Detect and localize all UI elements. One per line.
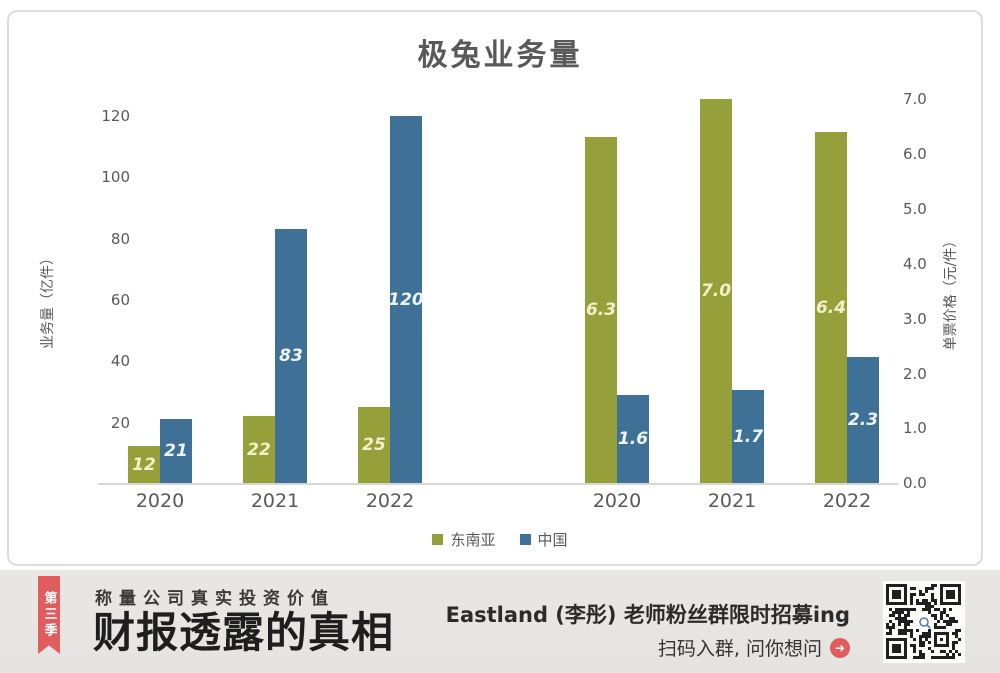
left-axis-tick: 80 bbox=[110, 230, 130, 248]
legend-label-东南亚: 东南亚 bbox=[450, 531, 496, 549]
chart-title: 极兔业务量 bbox=[417, 38, 583, 73]
x-axis-label-业务量-2022: 2022 bbox=[365, 490, 415, 512]
x-axis-label-单票价格-2021: 2021 bbox=[707, 490, 757, 512]
banner-cta: 扫码入群, 问你想问 ➜ bbox=[658, 634, 850, 661]
bar-label-东南亚-2021: 22 bbox=[247, 439, 271, 460]
bar-东南亚-2021 bbox=[243, 416, 275, 483]
left-axis-tick: 20 bbox=[110, 414, 130, 432]
right-axis-tick: 4.0 bbox=[903, 255, 927, 273]
bar-label-东南亚-2022: 25 bbox=[362, 435, 386, 455]
bar-label-中国-2022: 2.3 bbox=[847, 410, 879, 430]
legend-swatch-东南亚 bbox=[432, 534, 444, 545]
bar-东南亚-2021 bbox=[700, 99, 732, 483]
right-axis-tick: 7.0 bbox=[903, 90, 927, 108]
banner-promo-title: Eastland (李彤) 老师粉丝群限时招募ing bbox=[445, 603, 850, 627]
x-axis-label-单票价格-2022: 2022 bbox=[822, 490, 872, 512]
bar-东南亚-2020 bbox=[128, 446, 160, 483]
left-axis-tick: 100 bbox=[101, 168, 130, 186]
qr-code bbox=[883, 581, 965, 663]
bar-中国-2022 bbox=[847, 357, 879, 483]
bar-label-中国-2022: 120 bbox=[388, 289, 424, 310]
bar-label-东南亚-2020: 6.3 bbox=[585, 300, 617, 320]
bar-中国-2021 bbox=[732, 390, 764, 483]
legend-swatch-中国 bbox=[519, 534, 531, 545]
promo-banner: 第三季 称量公司真实投资价值 财报透露的真相 Eastland (李彤) 老师粉… bbox=[0, 570, 1000, 673]
bar-label-中国-2020: 1.6 bbox=[617, 429, 649, 449]
right-axis-tick: 3.0 bbox=[903, 310, 927, 328]
banner-cta-label: 扫码入群, 问你想问 bbox=[657, 638, 822, 660]
bar-label-东南亚-2022: 6.4 bbox=[815, 297, 847, 318]
legend-label-中国: 中国 bbox=[537, 531, 568, 549]
bar-label-中国-2021: 1.7 bbox=[732, 426, 764, 447]
bar-中国-2020 bbox=[617, 395, 649, 483]
right-axis-tick: 2.0 bbox=[903, 365, 927, 383]
banner-brand-title: 财报透露的真相 bbox=[93, 608, 395, 657]
banner-tagline: 称量公司真实投资价值 bbox=[95, 589, 335, 609]
legend-item-东南亚: 东南亚 bbox=[432, 529, 496, 550]
bar-东南亚-2022 bbox=[358, 407, 390, 483]
legend-item-中国: 中国 bbox=[519, 529, 568, 550]
x-axis-label-业务量-2021: 2021 bbox=[250, 490, 300, 512]
left-axis-tick: 60 bbox=[110, 291, 130, 309]
left-axis-title: 业务量（亿件） bbox=[40, 251, 56, 349]
right-axis-tick: 0.0 bbox=[903, 474, 927, 492]
bar-东南亚-2022 bbox=[815, 132, 847, 483]
chart-legend: 东南亚 中国 bbox=[0, 529, 1000, 550]
season-ribbon: 第三季 bbox=[38, 576, 60, 654]
left-axis-tick: 120 bbox=[101, 107, 130, 125]
bar-东南亚-2020 bbox=[585, 137, 617, 483]
bar-中国-2022 bbox=[390, 116, 422, 483]
right-axis-tick: 5.0 bbox=[903, 200, 927, 218]
arrow-right-icon: ➜ bbox=[830, 637, 850, 658]
x-axis-label-业务量-2020: 2020 bbox=[135, 490, 185, 512]
bar-中国-2020 bbox=[160, 419, 192, 483]
right-axis-title: 单票价格（元/件） bbox=[943, 233, 959, 351]
bar-label-东南亚-2020: 12 bbox=[132, 454, 156, 475]
bar-label-东南亚-2021: 7.0 bbox=[700, 281, 732, 301]
season-ribbon-label: 第三季 bbox=[41, 591, 57, 639]
x-axis-line bbox=[98, 483, 898, 485]
left-axis-tick: 40 bbox=[110, 352, 130, 370]
right-axis-tick: 1.0 bbox=[903, 419, 927, 437]
bar-label-中国-2020: 21 bbox=[164, 441, 188, 461]
bar-label-中国-2021: 83 bbox=[279, 346, 303, 366]
x-axis-label-单票价格-2020: 2020 bbox=[592, 490, 642, 512]
bar-中国-2021 bbox=[275, 229, 307, 483]
right-axis-tick: 6.0 bbox=[903, 145, 927, 163]
